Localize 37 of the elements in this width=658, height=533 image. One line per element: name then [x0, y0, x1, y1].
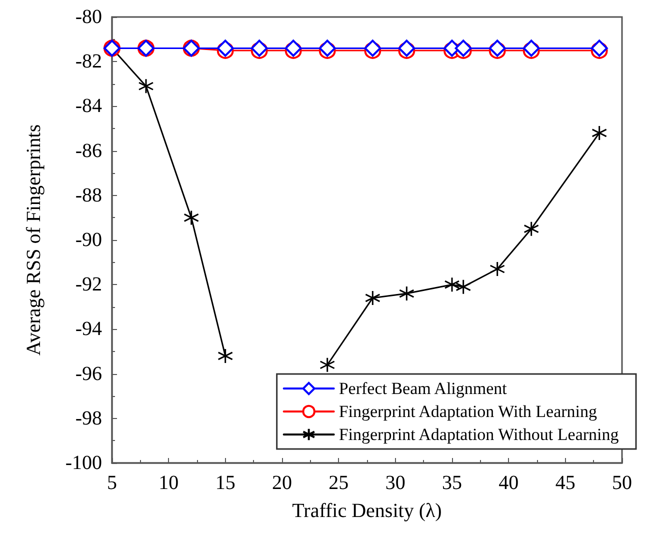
- point: [320, 357, 336, 373]
- point: [138, 78, 154, 94]
- y-tick-label: -84: [75, 95, 102, 118]
- y-tick-label: -92: [75, 274, 102, 296]
- point: [456, 279, 472, 295]
- y-tick-label: -90: [75, 229, 102, 251]
- y-tick-label: -96: [75, 362, 102, 385]
- x-tick-label: 15: [215, 472, 236, 494]
- legend-label: Fingerprint Adaptation Without Learning: [338, 425, 620, 444]
- x-tick-label: 35: [442, 472, 462, 494]
- point: [524, 221, 540, 237]
- x-tick-label: 45: [555, 472, 576, 494]
- legend-label: Fingerprint Adaptation With Learning: [338, 402, 598, 421]
- point: [218, 348, 234, 364]
- y-axis-title: Average RSS of Fingerprints: [23, 124, 45, 356]
- y-tick-label: -100: [65, 452, 102, 474]
- point: [444, 276, 460, 292]
- x-tick-label: 25: [328, 472, 349, 494]
- y-tick-label: -98: [75, 407, 102, 430]
- point: [398, 286, 414, 302]
- x-tick-label: 50: [612, 472, 632, 494]
- point: [364, 290, 380, 306]
- y-tick-label: -86: [75, 140, 102, 162]
- y-tick-label: -94: [75, 318, 102, 340]
- point: [490, 261, 506, 277]
- x-tick-label: 10: [158, 472, 179, 494]
- y-tick-label: -88: [75, 184, 102, 206]
- y-tick-label: -80: [75, 6, 102, 28]
- point: [184, 210, 200, 226]
- x-tick-label: 30: [385, 472, 406, 494]
- legend-label: Perfect Beam Alignment: [338, 379, 508, 398]
- y-tick-label: -82: [75, 50, 102, 73]
- x-tick-label: 40: [498, 472, 519, 494]
- point: [592, 125, 608, 141]
- x-axis-title: Traffic Density (λ): [292, 500, 442, 522]
- x-tick-label: 5: [107, 472, 117, 494]
- x-tick-label: 20: [272, 472, 292, 494]
